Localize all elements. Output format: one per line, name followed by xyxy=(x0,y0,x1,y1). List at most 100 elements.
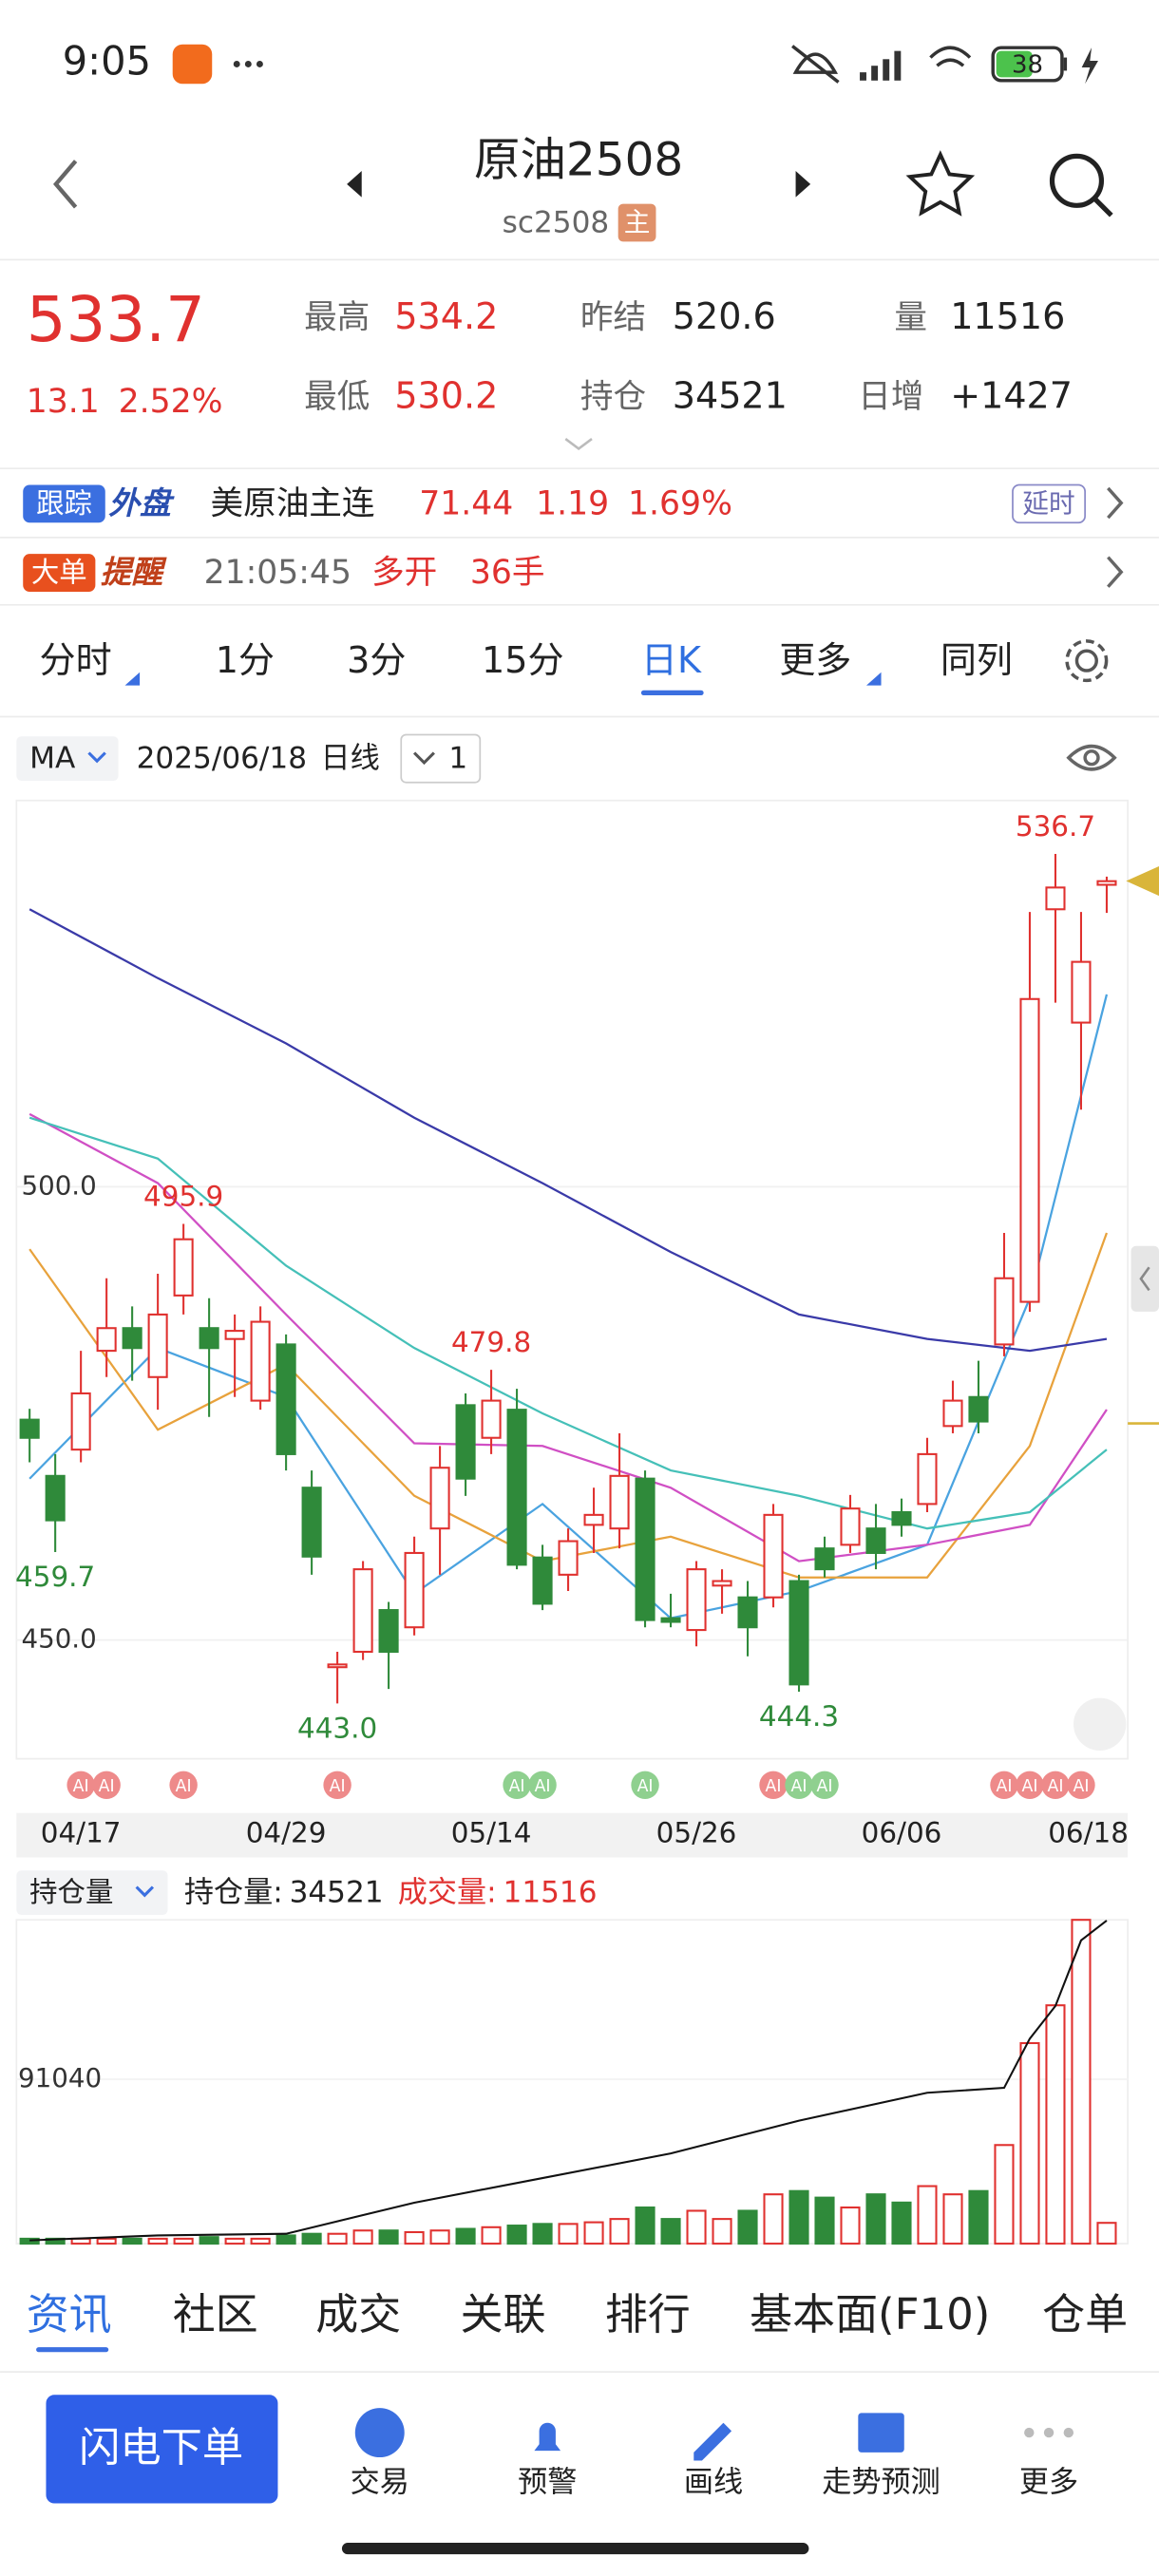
volume-bar xyxy=(788,2189,809,2245)
stat-value: 11516 xyxy=(950,295,1065,337)
candle-body xyxy=(45,1474,66,1522)
price-annotation: 536.7 xyxy=(1016,810,1095,843)
volume-bar xyxy=(1071,1919,1092,2245)
ma-line xyxy=(28,908,1108,1353)
action-label[interactable]: 预警 xyxy=(518,2466,577,2500)
volume-bar xyxy=(199,2236,219,2245)
x-tick-label: 05/26 xyxy=(656,1817,737,1849)
track-badge xyxy=(23,484,105,523)
side-handle-arrow xyxy=(1139,1266,1150,1292)
period-tab[interactable]: 15分 xyxy=(482,639,564,681)
dropdown-caret xyxy=(135,1885,155,1898)
panel-selector[interactable] xyxy=(16,1870,168,1916)
info-tab[interactable]: 关联 xyxy=(461,2289,546,2339)
stat-label: 持仓 xyxy=(580,378,646,416)
visibility-button[interactable] xyxy=(1066,744,1117,771)
search-button[interactable] xyxy=(1049,153,1113,218)
period-tab-active[interactable]: 日K xyxy=(641,639,702,681)
info-tab-active[interactable]: 资讯 xyxy=(27,2289,112,2339)
price-change: 13.1 xyxy=(27,383,100,421)
ma-line xyxy=(28,1112,1108,1563)
vol-value: 11516 xyxy=(504,1876,598,1910)
ai-badge-text: AI xyxy=(637,1777,654,1796)
volume-bar xyxy=(686,2209,707,2245)
indicator-name: MA xyxy=(29,741,76,775)
more-dots xyxy=(233,61,263,67)
ma-line xyxy=(28,1232,1109,1579)
candle-body xyxy=(481,1399,502,1439)
contract-title: 原油2508 xyxy=(474,133,683,186)
favorite-button[interactable] xyxy=(905,150,976,217)
info-tab[interactable]: 仓单 xyxy=(1042,2289,1128,2339)
action-label[interactable]: 画线 xyxy=(684,2466,743,2500)
price-annotation: 443.0 xyxy=(297,1713,377,1745)
info-tab[interactable]: 成交 xyxy=(315,2289,401,2339)
candle-body xyxy=(301,1487,322,1558)
action-label[interactable]: 交易 xyxy=(351,2466,409,2500)
candle-body xyxy=(763,1513,784,1599)
price-change-pct: 2.52% xyxy=(119,383,223,421)
side-handle[interactable] xyxy=(1130,1245,1159,1312)
period-tab[interactable]: 1分 xyxy=(216,639,275,681)
candle-body xyxy=(199,1327,219,1350)
candle-body xyxy=(250,1320,271,1402)
ai-badge xyxy=(169,1771,198,1800)
candle-body xyxy=(994,1277,1015,1346)
settings-button[interactable] xyxy=(1065,639,1109,683)
volume-bar xyxy=(173,2237,194,2245)
stat-value: 520.6 xyxy=(673,295,776,337)
candle-body xyxy=(173,1238,194,1297)
period-tab[interactable]: 更多 xyxy=(779,639,851,681)
indicator-selector[interactable] xyxy=(16,736,119,781)
candle-body xyxy=(686,1568,707,1632)
period-tab[interactable]: 分时 xyxy=(40,639,112,681)
battery-text: 38 xyxy=(1012,51,1043,80)
period-tab[interactable]: 3分 xyxy=(347,639,406,681)
expand-button[interactable] xyxy=(564,437,593,451)
candle-body xyxy=(1096,880,1117,886)
tracker-change: 1.19 xyxy=(536,484,609,522)
status-icons xyxy=(791,45,1068,84)
stat-label: 最高 xyxy=(304,299,370,337)
candle-body xyxy=(276,1343,296,1455)
x-tick-label: 06/06 xyxy=(862,1817,942,1849)
stat-label: 昨结 xyxy=(580,299,646,337)
quick-order-button[interactable] xyxy=(46,2395,278,2504)
info-tab[interactable]: 基本面(F10) xyxy=(750,2289,990,2339)
back-button[interactable] xyxy=(52,160,78,209)
volume-bar xyxy=(147,2237,168,2245)
tracker-arrow[interactable] xyxy=(1107,486,1124,520)
candle-body xyxy=(352,1568,373,1654)
price-pointer xyxy=(1126,865,1159,897)
prev-contract[interactable] xyxy=(347,170,362,198)
y-tick-label: 500.0 xyxy=(22,1169,97,1201)
fullscreen-button[interactable] xyxy=(1074,1697,1127,1751)
volume-bar xyxy=(994,2144,1015,2245)
period-tab[interactable]: 同列 xyxy=(940,639,1013,681)
price-annotation: 479.8 xyxy=(451,1326,531,1358)
ai-badge xyxy=(1041,1771,1070,1800)
ai-badge-text: AI xyxy=(817,1777,833,1796)
candle-body xyxy=(429,1467,450,1530)
count-selector[interactable] xyxy=(400,733,482,784)
candle-body xyxy=(96,1327,117,1353)
volume-bar xyxy=(609,2218,630,2245)
info-tab[interactable]: 社区 xyxy=(173,2289,258,2339)
alert-arrow[interactable] xyxy=(1107,556,1124,588)
tab-underline xyxy=(36,2347,109,2353)
alert-icon xyxy=(534,2422,561,2452)
forecast-icon xyxy=(858,2413,904,2453)
ai-badge-text: AI xyxy=(99,1777,115,1796)
info-tab[interactable]: 排行 xyxy=(605,2289,691,2339)
candle-body xyxy=(942,1399,963,1428)
action-label[interactable]: 更多 xyxy=(1019,2466,1078,2500)
last-price: 533.7 xyxy=(27,283,205,356)
volume-bar xyxy=(583,2221,604,2245)
delay-tag-text: 延时 xyxy=(1022,487,1074,519)
action-label[interactable]: 走势预测 xyxy=(822,2466,940,2500)
quick-order-text: 闪电下单 xyxy=(79,2425,243,2472)
next-contract[interactable] xyxy=(795,170,811,198)
more-icon xyxy=(1024,2427,1074,2438)
volume-bar xyxy=(378,2229,399,2245)
